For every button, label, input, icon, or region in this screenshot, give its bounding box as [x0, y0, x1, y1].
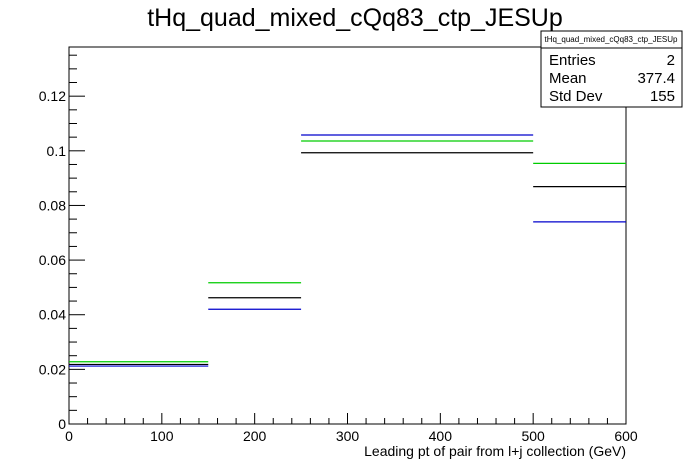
series-2 [69, 134, 626, 367]
x-axis-ticks [68, 413, 627, 424]
histogram-series [69, 134, 626, 367]
x-tick-label: 600 [614, 428, 638, 444]
stats-box-frame [540, 30, 683, 108]
x-tick-label: 300 [336, 428, 360, 444]
stats-stddev-value: 155 [650, 88, 675, 105]
y-tick-label: 0.04 [39, 307, 66, 323]
y-axis-tick-labels: 0 0.02 0.04 0.06 0.08 0.1 0.12 [39, 88, 66, 432]
chart-title: tHq_quad_mixed_cQq83_ctp_JESUp [147, 4, 563, 32]
stats-stddev-label: Std Dev [549, 88, 603, 105]
x-axis-title: Leading pt of pair from l+j collection (… [364, 443, 626, 459]
y-tick-label: 0.02 [39, 361, 66, 377]
stats-mean-label: Mean [549, 70, 587, 87]
stats-box: tHq_quad_mixed_cQq83_ctp_JESUp Entries 2… [540, 30, 683, 108]
x-tick-label: 500 [521, 428, 545, 444]
y-axis-ticks [69, 54, 85, 425]
x-tick-label: 0 [65, 428, 73, 444]
x-axis-tick-labels: 0 100 200 300 400 500 600 [65, 428, 638, 444]
stats-entries-label: Entries [549, 52, 596, 69]
x-tick-label: 100 [150, 428, 174, 444]
y-tick-label: 0.12 [39, 88, 66, 104]
x-tick-label: 200 [243, 428, 267, 444]
stats-box-title: tHq_quad_mixed_cQq83_ctp_JESUp [545, 35, 679, 44]
series-0 [69, 152, 626, 366]
series-1 [69, 140, 626, 363]
x-tick-label: 400 [429, 428, 453, 444]
y-tick-label: 0 [58, 416, 66, 432]
y-tick-label: 0.08 [39, 197, 66, 213]
y-tick-label: 0.06 [39, 252, 66, 268]
stats-mean-value: 377.4 [637, 70, 675, 87]
stats-entries-value: 2 [667, 52, 675, 69]
y-tick-label: 0.1 [47, 143, 67, 159]
